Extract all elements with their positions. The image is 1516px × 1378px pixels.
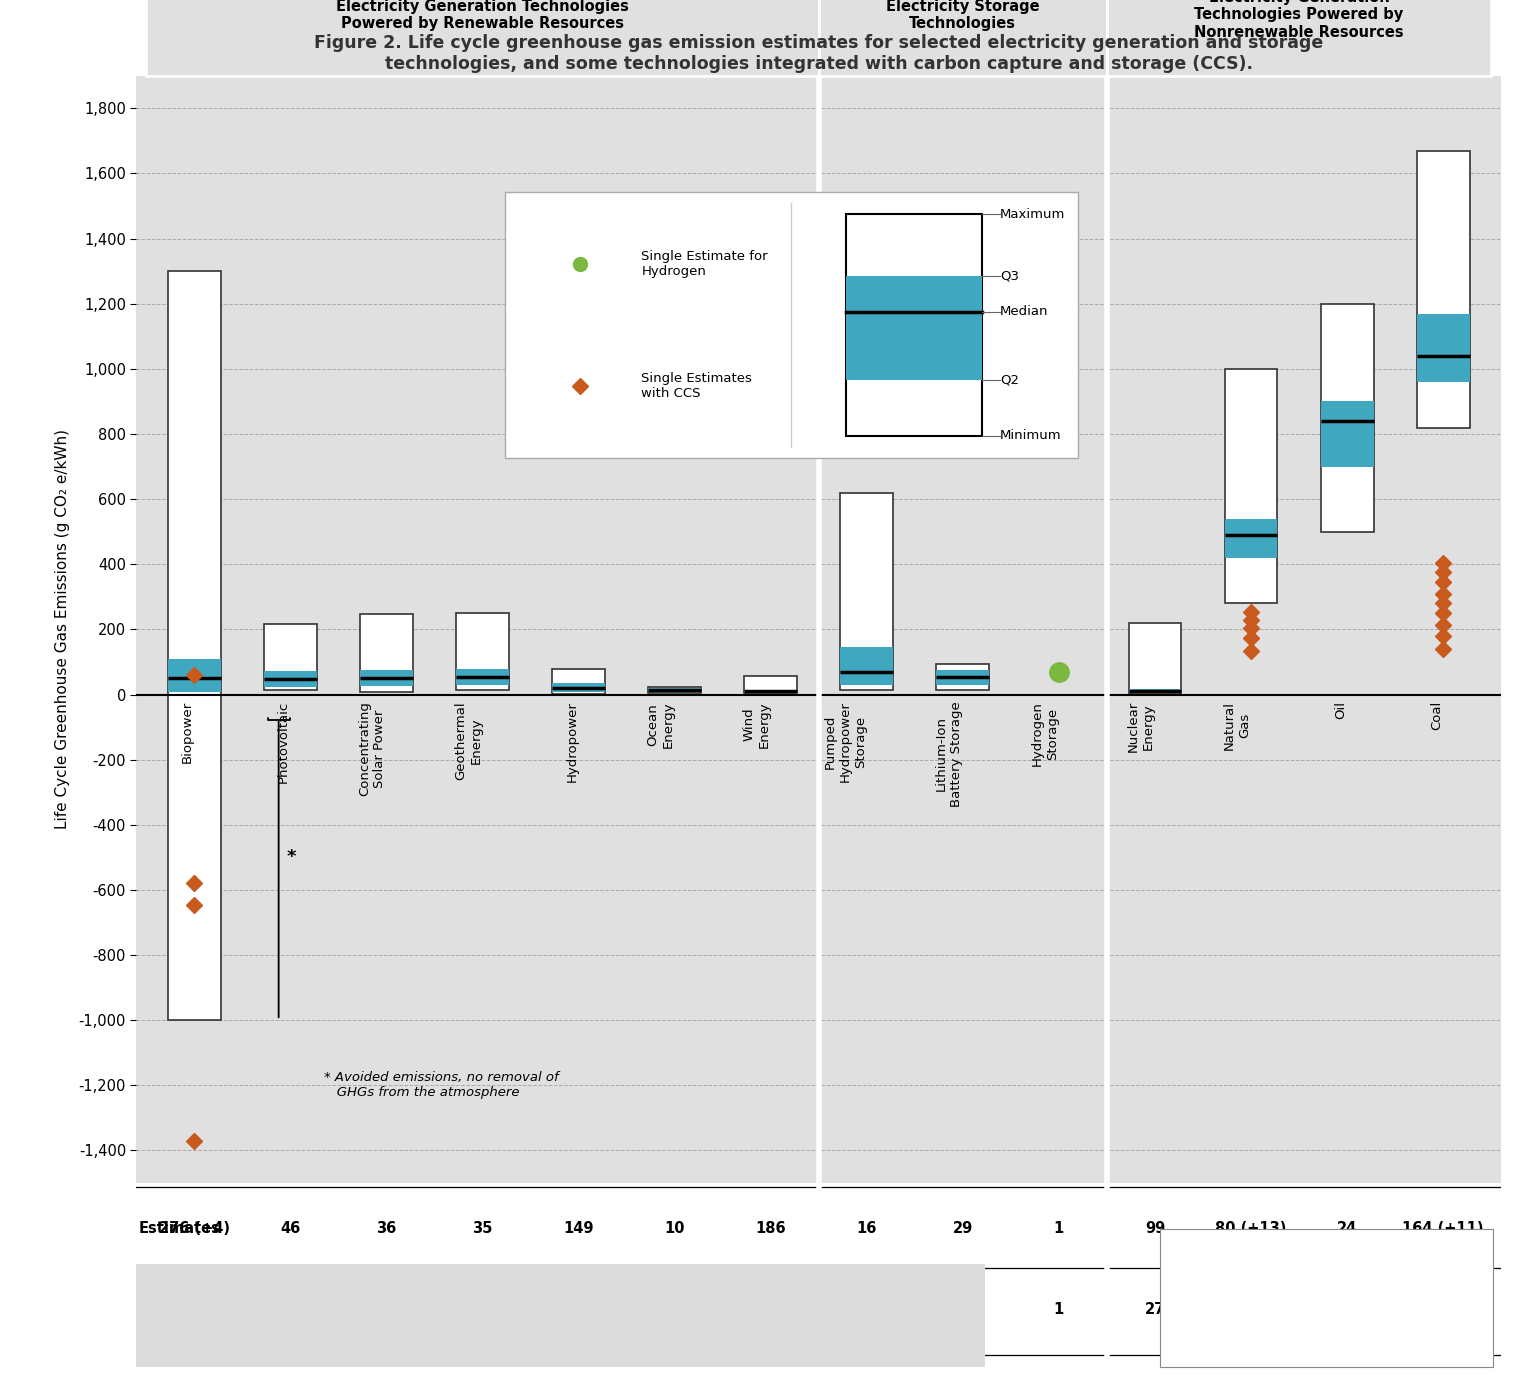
Text: 10: 10 xyxy=(376,1302,397,1317)
Text: 15: 15 xyxy=(471,1302,493,1317)
Text: 10: 10 xyxy=(664,1221,685,1236)
Text: Biopower: Biopower xyxy=(180,701,194,763)
Bar xyxy=(359,670,412,686)
Text: Electricity Generation Technologies
Powered by Renewable Resources: Electricity Generation Technologies Powe… xyxy=(337,0,629,32)
Text: Notes for Figure 2: The number of estimates is greater than the number of refere: Notes for Figure 2: The number of estima… xyxy=(149,1275,700,1317)
Bar xyxy=(552,683,605,692)
Text: 35: 35 xyxy=(471,1221,493,1236)
Text: *: * xyxy=(287,849,296,867)
Text: References: References xyxy=(138,1302,230,1317)
Text: Minimum: Minimum xyxy=(1001,429,1061,442)
Text: 27: 27 xyxy=(1145,1302,1166,1317)
Bar xyxy=(819,0,1107,76)
Text: Maximum: Maximum xyxy=(1001,208,1066,220)
Bar xyxy=(647,688,700,692)
Text: 149: 149 xyxy=(562,1221,594,1236)
Text: Q2: Q2 xyxy=(1001,373,1019,387)
Text: Concentrating
Solar Power: Concentrating Solar Power xyxy=(358,701,387,796)
Text: 46: 46 xyxy=(280,1221,300,1236)
Text: 1: 1 xyxy=(1054,1302,1064,1317)
Text: 47 (+11): 47 (+11) xyxy=(1216,1302,1287,1317)
Bar xyxy=(846,214,982,435)
Text: Geothermal
Energy: Geothermal Energy xyxy=(455,701,482,780)
Text: Estimates: Estimates xyxy=(138,1221,220,1236)
Text: 1: 1 xyxy=(1054,1221,1064,1236)
Text: 80 (+13): 80 (+13) xyxy=(1216,1221,1287,1236)
Text: 17: 17 xyxy=(280,1302,300,1317)
Text: Median: Median xyxy=(1001,305,1049,318)
Text: 4: 4 xyxy=(861,1302,872,1317)
Bar xyxy=(1128,689,1181,693)
Text: 10: 10 xyxy=(1337,1302,1357,1317)
Bar xyxy=(1320,401,1373,467)
Text: NREL: NREL xyxy=(1243,1275,1323,1302)
Bar xyxy=(552,670,605,693)
Text: Single Estimates
with CCS: Single Estimates with CCS xyxy=(641,372,752,400)
Bar xyxy=(744,690,797,692)
Text: 24: 24 xyxy=(1337,1221,1357,1236)
Text: Hydrogen
Storage: Hydrogen Storage xyxy=(1031,701,1058,766)
Text: Electricity Generation
Technologies Powered by
Nonrenewable Resources: Electricity Generation Technologies Powe… xyxy=(1195,0,1404,40)
Bar xyxy=(456,668,509,685)
Bar xyxy=(846,276,982,380)
Text: Pumped
Hydropower
Storage: Pumped Hydropower Storage xyxy=(823,701,867,781)
Bar xyxy=(1128,623,1181,693)
Text: Natural
Gas: Natural Gas xyxy=(1223,701,1251,750)
Text: 3: 3 xyxy=(958,1302,967,1317)
Text: 99: 99 xyxy=(1145,1221,1166,1236)
Text: 16: 16 xyxy=(857,1221,876,1236)
Text: Ocean
Energy: Ocean Energy xyxy=(646,701,675,748)
Bar xyxy=(937,670,988,685)
Bar xyxy=(744,677,797,693)
Text: 53 (+9): 53 (+9) xyxy=(1413,1302,1474,1317)
Text: ⚙: ⚙ xyxy=(1179,1282,1201,1306)
Text: Coal: Coal xyxy=(1430,701,1443,730)
Bar xyxy=(359,613,412,692)
Text: 164 (+11): 164 (+11) xyxy=(1402,1221,1484,1236)
Bar xyxy=(1417,150,1469,427)
Text: Oil: Oil xyxy=(1334,701,1348,719)
Text: Single Estimate for
Hydrogen: Single Estimate for Hydrogen xyxy=(641,249,769,278)
Bar xyxy=(647,688,700,693)
Bar xyxy=(168,271,220,1020)
Bar xyxy=(505,192,1078,457)
Text: Photovoltaic: Photovoltaic xyxy=(277,701,290,783)
Text: Figure 2. Life cycle greenhouse gas emission estimates for selected electricity : Figure 2. Life cycle greenhouse gas emis… xyxy=(314,34,1323,73)
Bar xyxy=(1320,303,1373,532)
Bar xyxy=(1107,0,1492,76)
Text: 57 (+2): 57 (+2) xyxy=(164,1302,224,1317)
Text: 69: 69 xyxy=(761,1302,781,1317)
Text: 276 (+4): 276 (+4) xyxy=(159,1221,229,1236)
Bar xyxy=(937,664,988,689)
Bar xyxy=(1225,518,1278,558)
Text: 36: 36 xyxy=(376,1221,396,1236)
Text: Nuclear
Energy: Nuclear Energy xyxy=(1126,701,1155,752)
Text: Q3: Q3 xyxy=(1001,270,1019,282)
Bar xyxy=(264,624,317,690)
Text: 29: 29 xyxy=(952,1221,973,1236)
Bar xyxy=(146,0,819,76)
Bar xyxy=(456,613,509,689)
Bar xyxy=(1417,314,1469,382)
Y-axis label: Life Cycle Greenhouse Gas Emissions (g CO₂ e/kWh): Life Cycle Greenhouse Gas Emissions (g C… xyxy=(55,430,70,830)
Text: Wind
Energy: Wind Energy xyxy=(743,701,770,748)
Text: Transforming ENERGY: Transforming ENERGY xyxy=(1243,1330,1372,1344)
Text: 22: 22 xyxy=(568,1302,588,1317)
Text: Hydropower: Hydropower xyxy=(565,701,579,781)
Bar xyxy=(168,659,220,692)
Text: Electricity Storage
Technologies: Electricity Storage Technologies xyxy=(885,0,1040,32)
Bar xyxy=(264,671,317,688)
Text: Lithium-Ion
Battery Storage: Lithium-Ion Battery Storage xyxy=(935,701,963,806)
Bar xyxy=(840,648,893,685)
Text: 186: 186 xyxy=(755,1221,785,1236)
Text: 5: 5 xyxy=(670,1302,679,1317)
Bar xyxy=(1225,369,1278,604)
Text: * Avoided emissions, no removal of
   GHGs from the atmosphere: * Avoided emissions, no removal of GHGs … xyxy=(324,1071,558,1100)
Bar xyxy=(840,493,893,689)
